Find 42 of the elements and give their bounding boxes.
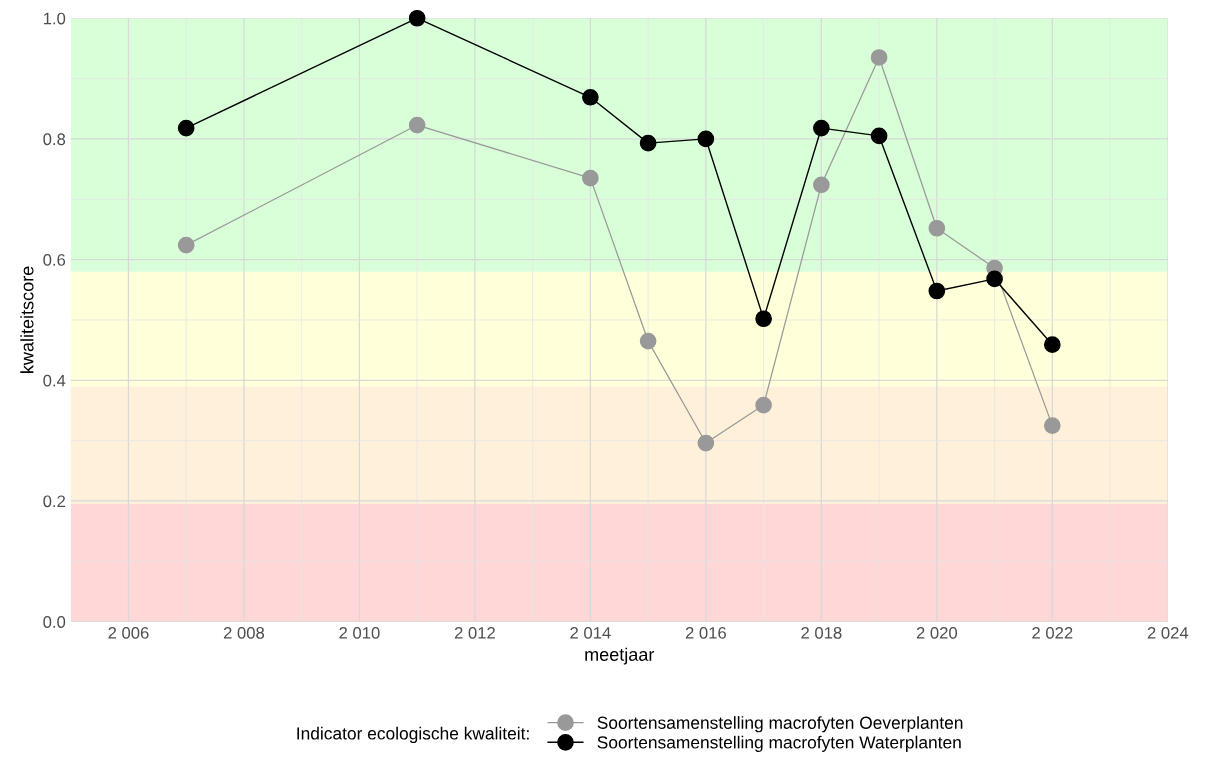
legend-title: Indicator ecologische kwaliteit: (297, 726, 529, 744)
y-tick-label: 0.4 (43, 374, 66, 387)
point (177, 236, 195, 254)
point (813, 119, 830, 137)
y-tick-label: 1.0 (43, 12, 66, 25)
point (755, 310, 772, 328)
point (639, 134, 657, 152)
point (986, 270, 1003, 288)
x-tick-label: 2 024 (1147, 626, 1189, 639)
point (582, 88, 599, 106)
y-tick-label: 0.2 (43, 495, 66, 508)
x-tick-label: 2 016 (685, 626, 726, 639)
point (928, 282, 946, 300)
point (697, 434, 715, 452)
legend-label: Soortensamenstelling macrofyten Waterplanten (597, 735, 961, 752)
point (870, 49, 888, 66)
point (813, 176, 830, 194)
point (582, 169, 599, 187)
legend-label: Soortensamenstelling macrofyten Oeverplanten (597, 716, 963, 733)
y-tick-label: 0.8 (43, 133, 66, 146)
point (697, 130, 715, 148)
point (177, 119, 195, 137)
x-tick-label: 2 010 (339, 626, 380, 639)
point (408, 116, 426, 134)
x-tick-label: 2 014 (570, 626, 611, 639)
point (639, 332, 657, 350)
y-tick-label: 0.0 (43, 616, 66, 628)
y-axis-title: kwaliteitscore (20, 266, 34, 373)
point (408, 9, 426, 27)
point (928, 219, 946, 237)
x-axis-title: meetjaar (585, 647, 655, 665)
x-tick-label: 2 022 (1032, 626, 1073, 639)
y-tick-label: 0.6 (43, 254, 66, 266)
x-tick-label: 2 006 (108, 626, 149, 639)
point (870, 127, 888, 145)
x-tick-label: 2 012 (454, 626, 495, 639)
x-tick-label: 2 018 (801, 626, 842, 639)
point (1043, 417, 1061, 434)
point (755, 396, 772, 414)
x-tick-label: 2 020 (916, 626, 958, 639)
x-tick-label: 2 008 (223, 626, 265, 639)
point (1043, 336, 1061, 354)
